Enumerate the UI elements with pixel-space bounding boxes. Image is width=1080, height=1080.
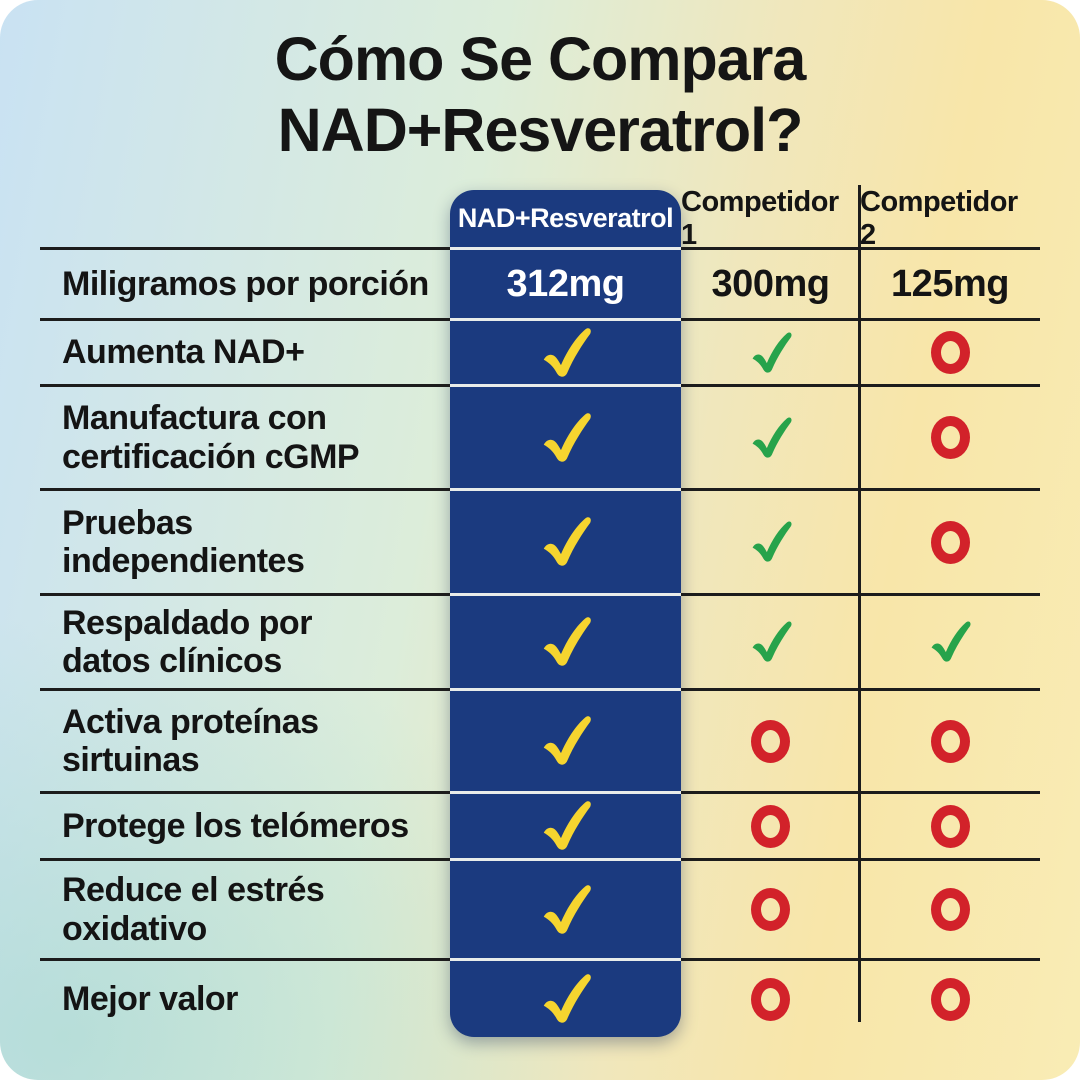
check-cell [681,318,860,384]
check-icon [931,621,971,662]
check-cell [681,384,860,488]
check-icon [543,327,591,377]
check-icon [543,974,591,1023]
comparison-table: NAD+Resveratrol Competidor 1 Competidor … [40,185,1040,1037]
table-row: Manufactura con certificación cGMP [40,384,1040,488]
check-icon [543,412,591,462]
no-cell [681,958,860,1037]
check-cell [681,593,860,688]
header-spacer-cell [40,190,450,247]
no-circle-icon [930,331,970,374]
page-title-line1: Cómo Se Compara [274,25,807,93]
row-label: Protege los telómeros [40,791,450,858]
row-label: Activa proteínas sirtuinas [40,688,450,791]
highlight-column-background [450,190,681,1037]
value-text: 312mg [506,262,625,305]
value-cell: 125mg [860,247,1040,318]
check-cell [450,384,681,488]
value-text: 300mg [711,262,830,305]
no-cell [860,958,1040,1037]
no-circle-icon [930,719,970,763]
check-icon [543,716,591,765]
no-circle-icon [751,888,790,931]
row-label: Manufactura con certificación cGMP [40,384,450,488]
table-header-row: NAD+Resveratrol Competidor 1 Competidor … [40,190,1040,247]
check-icon [752,621,792,662]
column-divider-line [858,185,861,1022]
row-label: Respaldado por datos clínicos [40,593,450,688]
no-circle-icon [751,804,790,848]
table-row: Protege los telómeros [40,791,1040,858]
table-row: Activa proteínas sirtuinas [40,688,1040,791]
check-cell [450,858,681,958]
no-circle-icon [930,804,970,848]
column-header-product: NAD+Resveratrol [457,203,674,233]
no-circle-icon [930,977,970,1021]
page-title-line2: NAD+Resveratrol? [277,95,804,164]
check-cell [450,791,681,858]
check-icon [543,801,591,850]
table-row: Respaldado por datos clínicos [40,593,1040,688]
check-cell [450,488,681,593]
check-icon [543,617,591,666]
table-row: Miligramos por porción 312mg 300mg 125mg [40,247,1040,318]
no-cell [860,791,1040,858]
no-cell [860,318,1040,384]
value-cell: 300mg [681,247,860,318]
check-cell [681,488,860,593]
column-header-competitor-2: Competidor 2 [860,190,1018,247]
check-cell [450,688,681,791]
table-body: Miligramos por porción 312mg 300mg 125mg Aum… [40,247,1040,1037]
no-cell [681,688,860,791]
check-icon [752,521,792,562]
row-label: Mejor valor [40,958,450,1037]
row-label: Reduce el estrés oxidativo [40,858,450,958]
value-cell: 312mg [450,247,681,318]
check-icon [752,332,792,373]
table-row: Aumenta NAD+ [40,318,1040,384]
no-circle-icon [751,977,790,1021]
no-cell [860,688,1040,791]
check-cell [450,958,681,1037]
no-cell [860,858,1040,958]
no-cell [681,791,860,858]
no-circle-icon [930,888,970,931]
check-icon [752,417,792,458]
row-label: Miligramos por porción [40,247,450,318]
table-row: Mejor valor [40,958,1040,1037]
row-label: Pruebas independientes [40,488,450,593]
column-header-competitor-1: Competidor 1 [681,190,839,247]
table-row: Pruebas independientes [40,488,1040,593]
check-icon [543,517,591,566]
no-circle-icon [751,719,790,763]
check-icon [543,884,591,934]
row-label: Aumenta NAD+ [40,318,450,384]
table-row: Reduce el estrés oxidativo [40,858,1040,958]
page-title: Cómo Se Compara NAD+Resveratrol? [0,24,1080,166]
no-circle-icon [930,416,970,459]
check-cell [450,593,681,688]
no-circle-icon [930,520,970,564]
check-cell [450,318,681,384]
no-cell [681,858,860,958]
value-text: 125mg [891,262,1009,305]
no-cell [860,488,1040,593]
check-cell [860,593,1040,688]
no-cell [860,384,1040,488]
